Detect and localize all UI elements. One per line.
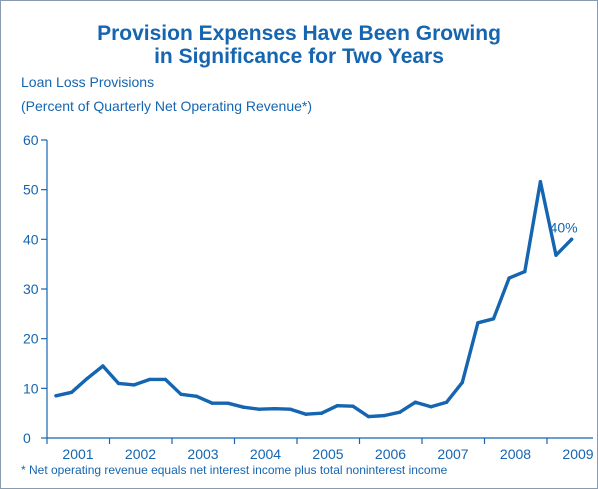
data-point: [351, 404, 355, 408]
chart-title-line-1: Provision Expenses Have Been Growing: [97, 22, 501, 45]
x-tick-label-2006: 2006: [375, 446, 406, 462]
data-point: [257, 407, 261, 411]
x-tick-label-2001: 2001: [62, 446, 93, 462]
data-point: [507, 276, 511, 280]
data-point: [241, 405, 246, 409]
x-tick-label-2004: 2004: [250, 446, 281, 462]
axes: [46, 140, 593, 439]
data-point: [335, 404, 339, 408]
data-point: [116, 381, 121, 386]
y-tick-label-10: 10: [23, 380, 39, 396]
y-tick-label-0: 0: [23, 430, 31, 446]
annotation-0: 40%: [550, 219, 578, 235]
data-point: [101, 364, 105, 368]
data-point: [273, 407, 277, 411]
tick-marks: [41, 139, 548, 444]
data-point: [538, 180, 543, 184]
chart-title-line-2: in Significance for Two Years: [154, 45, 444, 68]
y-tick-label-50: 50: [23, 182, 39, 198]
footnote: * Net operating revenue equals net inter…: [21, 463, 448, 477]
data-point: [148, 377, 152, 382]
data-point: [194, 394, 199, 398]
series-group: [54, 179, 574, 419]
data-point: [398, 410, 402, 414]
data-point: [429, 405, 433, 409]
data-point: [132, 383, 136, 387]
data-point: [179, 392, 183, 396]
data-point: [85, 376, 90, 381]
data-point: [569, 237, 574, 241]
data-point: [460, 380, 464, 385]
annotations: 40%: [550, 219, 578, 235]
data-point: [69, 390, 74, 394]
data-point: [554, 253, 558, 257]
y-axis-label-line-2: (Percent of Quarterly Net Operating Reve…: [21, 98, 313, 114]
data-point: [210, 401, 214, 405]
data-point: [413, 400, 418, 404]
data-point: [523, 269, 527, 274]
data-point: [226, 401, 230, 405]
x-tick-label-2009: 2009: [562, 446, 593, 462]
y-tick-label-30: 30: [23, 281, 39, 297]
data-point: [444, 400, 449, 404]
x-tick-label-2002: 2002: [125, 446, 156, 462]
x-tick-label-2003: 2003: [187, 446, 218, 462]
data-point: [491, 317, 496, 321]
y-axis-label-line-1: Loan Loss Provisions: [21, 74, 155, 90]
data-point: [163, 377, 168, 382]
y-tick-label-40: 40: [23, 231, 39, 247]
x-tick-label-2005: 2005: [312, 446, 343, 462]
data-point: [382, 413, 386, 418]
x-tick-label-2007: 2007: [437, 446, 468, 462]
data-point: [304, 412, 308, 416]
x-tick-label-2008: 2008: [500, 446, 531, 462]
data-point: [54, 394, 58, 398]
data-point: [366, 414, 371, 419]
series-line-0: [54, 179, 574, 419]
data-point: [319, 411, 324, 415]
tick-labels: 0 10 20 30 40 50 60 2001 2002 2003 2004 2005 2006 200…: [23, 132, 594, 462]
y-tick-label-20: 20: [23, 331, 39, 347]
data-point: [476, 321, 480, 325]
y-tick-label-60: 60: [23, 132, 39, 148]
data-point: [288, 407, 293, 411]
